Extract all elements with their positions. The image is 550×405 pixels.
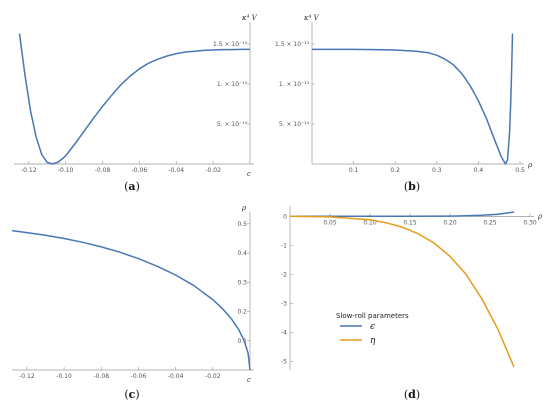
x-tick-label: -0.02	[205, 167, 221, 174]
legend-label-eta: η	[370, 336, 376, 346]
x-tick-label: -0.12	[19, 373, 35, 380]
panel-caption: (a)	[124, 180, 140, 193]
x-tick-label: 0.2	[390, 167, 400, 174]
x-tick-label: -0.04	[168, 167, 184, 174]
x-tick-label: -0.08	[93, 373, 109, 380]
x-tick-label: 0.3	[432, 167, 442, 174]
panel-caption: (b)	[404, 180, 420, 193]
x-axis-label: ρ	[527, 161, 533, 169]
panel-a: -0.12 -0.10 -0.08 -0.06 -0.04 -0.02 5. × 10⁻¹⁴…	[14, 14, 258, 193]
x-tick-label: 0.10	[363, 219, 377, 226]
y-tick-label: 5. × 10⁻¹⁴	[279, 121, 310, 128]
y-tick-label: -3	[281, 300, 287, 307]
panel-b: 0.1 0.2 0.3 0.4 0.5 5. × 10⁻¹⁴ 1. × 10⁻¹³ 1.5 ×…	[275, 14, 533, 193]
series-line-1	[312, 33, 514, 165]
x-axis-label: ρ	[537, 212, 543, 220]
x-tick-label: 0.30	[523, 219, 537, 226]
series-line-2	[289, 215, 515, 368]
y-tick-label: 0	[283, 213, 287, 220]
x-tick-label: -0.02	[205, 373, 221, 380]
series-line-1	[18, 33, 250, 165]
y-tick-label: -4	[281, 329, 287, 336]
y-tick-label: 0.1	[237, 338, 247, 345]
series-line-1	[290, 211, 515, 218]
x-tick-label: -0.10	[56, 373, 72, 380]
x-axis-label: c	[247, 376, 251, 384]
x-tick-label: 0.15	[403, 219, 417, 226]
x-tick-label: 0.4	[474, 167, 484, 174]
x-tick-label: 0.20	[443, 219, 457, 226]
x-tick-label: -0.04	[168, 373, 184, 380]
x-tick-label: -0.06	[131, 373, 147, 380]
panel-c: -0.12 -0.10 -0.08 -0.06 -0.04 -0.02 0.1 0.2 0.3 0…	[11, 204, 254, 401]
x-tick-label: 0.5	[515, 167, 525, 174]
y-tick-label: 0.5	[237, 221, 247, 228]
y-tick-label: -5	[281, 358, 287, 365]
x-tick-label: -0.06	[132, 167, 148, 174]
y-tick-label: 1.5 × 10⁻¹³	[275, 41, 310, 48]
x-tick-label: 0.25	[483, 219, 497, 226]
y-tick-label: 1.5 × 10⁻¹³	[213, 41, 248, 48]
series-line-1	[11, 229, 251, 371]
x-tick-label: -0.08	[95, 167, 111, 174]
y-axis-label: κ⁴ V	[241, 14, 258, 22]
legend: Slow-roll parameters ϵ η	[336, 312, 409, 346]
y-axis-label: κ⁴ V	[303, 14, 320, 22]
legend-title: Slow-roll parameters	[336, 312, 409, 320]
y-tick-label: 0.2	[237, 309, 247, 316]
y-tick-label: -1	[281, 242, 287, 249]
y-tick-label: 5. × 10⁻¹⁴	[217, 121, 248, 128]
y-tick-label: 0.4	[237, 250, 247, 257]
y-axis-label: ρ	[241, 204, 247, 212]
x-tick-label: -0.12	[21, 167, 37, 174]
legend-label-epsilon: ϵ	[370, 322, 375, 332]
y-tick-label: -2	[281, 271, 287, 278]
y-tick-label: 1. × 10⁻¹³	[217, 81, 248, 88]
panel-d: 0.05 0.10 0.15 0.20 0.25 0.30 -5 -4 -3 -2 -1 0 ρ (d)	[281, 206, 543, 401]
panel-caption: (c)	[124, 388, 139, 401]
x-tick-label: -0.10	[58, 167, 74, 174]
panel-caption: (d)	[404, 388, 420, 401]
y-tick-label: 0.3	[237, 279, 247, 286]
x-tick-label: 0.05	[323, 219, 337, 226]
x-axis-label: c	[247, 170, 251, 178]
y-tick-label: 1. × 10⁻¹³	[279, 81, 310, 88]
x-tick-label: 0.1	[349, 167, 359, 174]
